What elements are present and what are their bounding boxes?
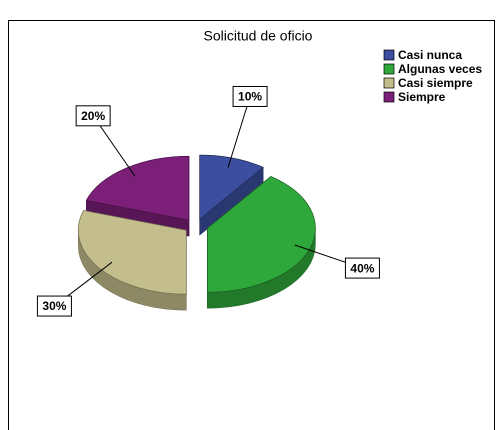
legend-label: Siempre bbox=[398, 90, 446, 104]
data-label: 40% bbox=[350, 261, 374, 275]
label-box bbox=[232, 85, 268, 107]
label-box bbox=[75, 105, 111, 127]
pie-slice bbox=[207, 176, 316, 293]
data-label: 10% bbox=[238, 90, 262, 104]
data-label: 20% bbox=[81, 109, 105, 123]
pie-slice bbox=[199, 154, 264, 220]
chart-title: Solicitud de oficio bbox=[204, 28, 313, 44]
data-label: 30% bbox=[42, 299, 66, 313]
legend-swatch bbox=[383, 49, 395, 61]
pie-slice bbox=[77, 210, 187, 295]
legend-label: Casi nunca bbox=[398, 48, 462, 62]
legend-label: Casi siempre bbox=[398, 76, 473, 90]
pie-slice bbox=[85, 155, 190, 221]
legend-swatch bbox=[383, 63, 395, 75]
legend-swatch bbox=[383, 91, 395, 103]
label-box bbox=[344, 257, 380, 279]
legend-swatch bbox=[383, 77, 395, 89]
leader-line bbox=[227, 96, 251, 168]
label-box bbox=[36, 295, 72, 317]
legend-label: Algunas veces bbox=[398, 62, 482, 76]
